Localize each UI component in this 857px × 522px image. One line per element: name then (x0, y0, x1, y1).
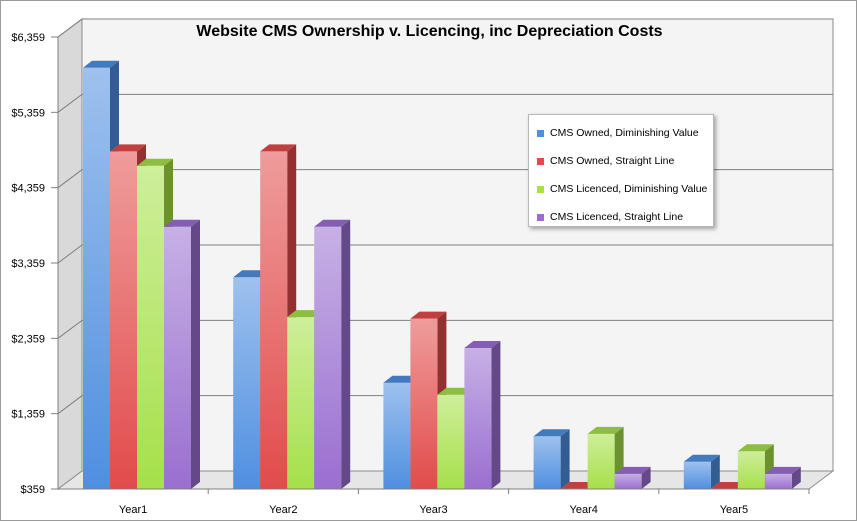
x-tick-label: Year4 (570, 504, 598, 516)
legend-item: CMS Licenced, Diminishing Value (537, 175, 713, 203)
y-tick-label: $3,359 (11, 258, 45, 270)
bar (464, 341, 501, 489)
gridline (57, 244, 833, 264)
legend-label: CMS Licenced, Diminishing Value (550, 183, 708, 195)
legend-swatch (537, 157, 544, 165)
legend-swatch (537, 129, 544, 137)
legend-item: CMS Owned, Diminishing Value (537, 119, 713, 147)
bar (314, 219, 351, 490)
legend-swatch (537, 185, 544, 193)
legend-label: CMS Licenced, Straight Line (550, 211, 684, 223)
x-tick-label: Year5 (720, 504, 748, 516)
bar (533, 429, 570, 489)
y-tick-label: $6,359 (11, 32, 45, 44)
x-tick-label: Year1 (119, 504, 147, 516)
y-tick-label: $2,359 (11, 333, 45, 345)
legend-label: CMS Owned, Diminishing Value (550, 127, 699, 139)
x-tick-label: Year2 (269, 504, 297, 516)
y-tick-label: $359 (21, 484, 45, 496)
legend-swatch (537, 213, 544, 221)
legend-label: CMS Owned, Straight Line (550, 155, 675, 167)
chart-title: Website CMS Ownership v. Licencing, inc … (196, 23, 663, 40)
gridline (57, 319, 833, 339)
x-tick-label: Year3 (419, 504, 447, 516)
bar (764, 466, 801, 489)
bar (587, 426, 624, 489)
legend-item: CMS Licenced, Straight Line (537, 203, 713, 231)
y-tick-label: $5,359 (11, 107, 45, 119)
legend: CMS Owned, Diminishing Value CMS Owned, S… (528, 114, 714, 227)
gridline (57, 18, 833, 38)
y-tick-label: $1,359 (11, 409, 45, 421)
bar (164, 219, 200, 490)
gridline (57, 395, 833, 415)
bar (614, 466, 651, 489)
gridline (57, 93, 833, 113)
y-tick-label: $4,359 (11, 183, 45, 195)
legend-item: CMS Owned, Straight Line (537, 147, 713, 175)
bar (683, 454, 720, 489)
